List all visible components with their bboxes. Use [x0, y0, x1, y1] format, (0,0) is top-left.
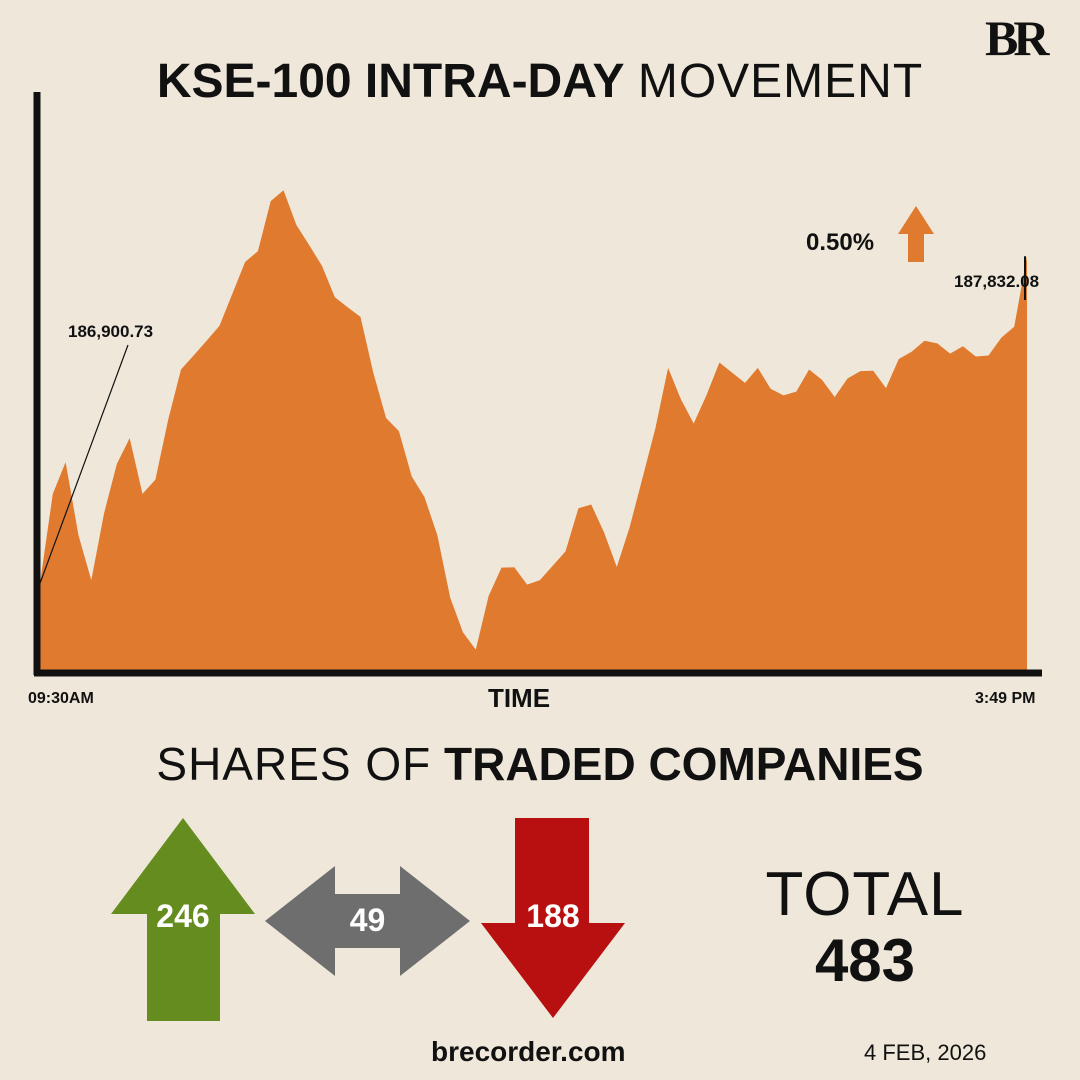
change-percent: 0.50% — [806, 229, 875, 256]
total-label: TOTAL — [765, 860, 965, 929]
end-value-label: 187,832.08 — [954, 272, 1040, 291]
advanced-arrow: 246 — [110, 818, 256, 1022]
unchanged-arrow: 49 — [265, 866, 470, 976]
site-link[interactable]: brecorder.com — [431, 1036, 626, 1067]
title-light: MOVEMENT — [637, 55, 924, 108]
up-arrow-icon — [111, 818, 255, 1021]
brand-logo: BR — [985, 10, 1049, 66]
shares-heading-light: SHARES OF — [156, 738, 432, 790]
date-label: 4 FEB, 2026 — [864, 1040, 987, 1065]
title-bold: KSE-100 INTRA-DAY — [156, 55, 625, 108]
index-area — [40, 190, 1027, 672]
declined-count: 188 — [526, 898, 580, 934]
x-axis-end-label: 3:49 PM — [975, 690, 1036, 707]
down-arrow-icon — [481, 818, 625, 1018]
x-axis-title: TIME — [487, 683, 551, 713]
unchanged-count: 49 — [349, 902, 386, 938]
shares-heading: SHARES OF TRADED COMPANIES — [0, 734, 1080, 794]
x-axis-start-label: 09:30AM — [28, 690, 94, 707]
double-arrow-icon — [265, 866, 470, 976]
up-arrow-icon — [898, 206, 934, 262]
advanced-count: 246 — [156, 898, 210, 934]
start-value-label: 186,900.73 — [68, 322, 154, 341]
shares-heading-bold: TRADED COMPANIES — [444, 738, 924, 790]
start-value-leader — [39, 344, 129, 584]
total-value: 483 — [814, 927, 916, 994]
chart-title: KSE-100 INTRA-DAY MOVEMENT — [0, 52, 1080, 112]
intraday-chart — [33, 92, 1042, 677]
declined-arrow: 188 — [480, 818, 626, 1018]
